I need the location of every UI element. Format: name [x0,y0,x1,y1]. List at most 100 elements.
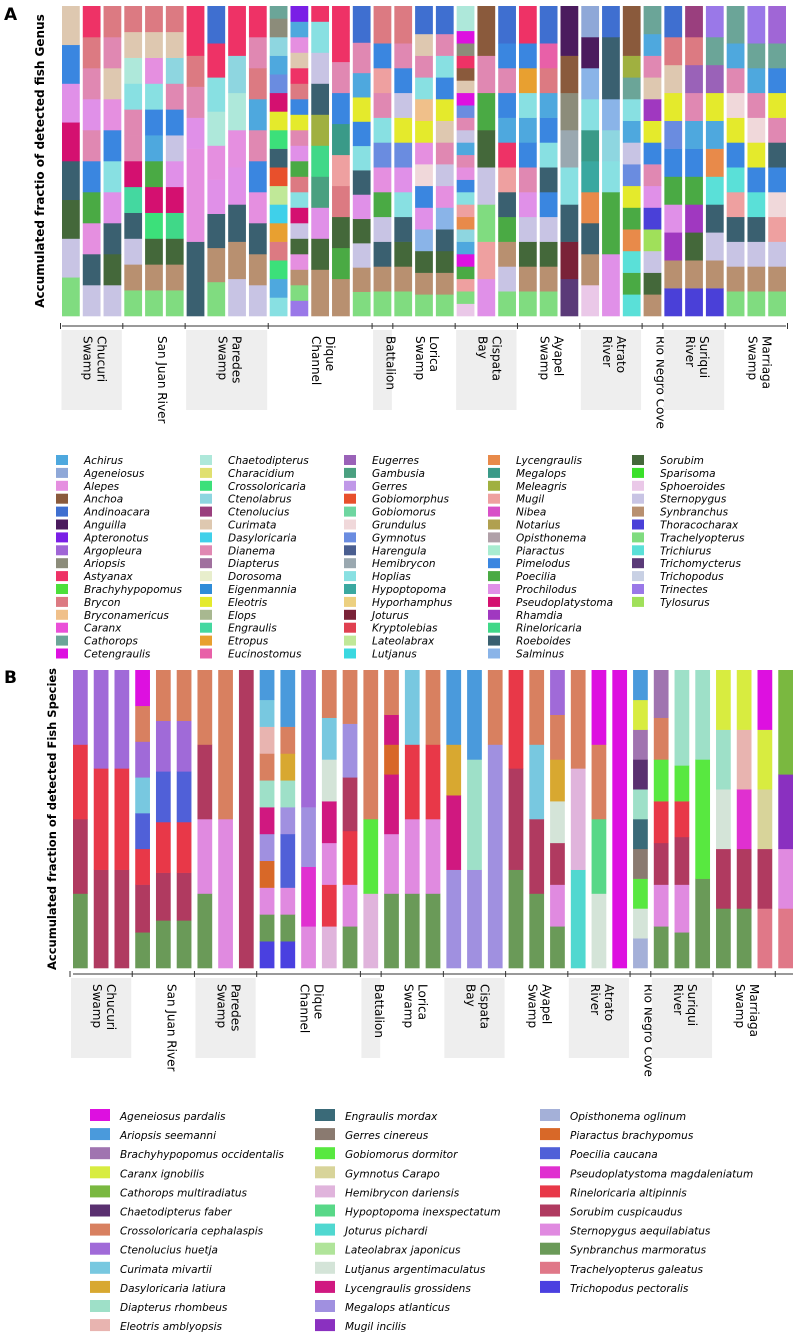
bar-segment-synbranchus-marmoratus [695,878,711,969]
panel-b-legend: Ageneiosus pardalis Ariopsis seemanni Brac… [90,1109,753,1333]
bar-segment-synbranchus [145,264,163,291]
bar-segment-gymnotus [373,142,392,168]
bar-segment-sternopygus [622,142,641,165]
bar-segment-poecilia [145,161,163,188]
bar-segment-trachelyopterus [290,285,309,301]
group-shade-box [195,978,256,1058]
bar-segment-eleotris [290,114,309,131]
bar-segment-achirus [622,120,641,143]
bar-segment-achirus [539,92,558,118]
bar-segment-sternopygus-aequilabiatus [674,884,690,933]
legend-label-rhamdia: Rhamdia [516,610,563,622]
legend-swatch-rineloricaria [488,622,500,633]
bar-segment-piaractus-brachypomus [259,860,275,888]
group-shade-box [663,330,725,410]
bar-segment-rineloricaria-altipinnis [425,744,441,820]
bar-segment-sorubim-cuspicaudus [716,848,731,909]
bar-segment-curimata-mivartii [404,670,420,745]
legend-label-eugerres: Eugerres [372,455,420,467]
bar-segment-sternopygus-aequilabiatus [259,887,275,915]
bar-segment-eleotris [269,111,288,131]
bar-segment-trachelyopterus [394,291,413,317]
legend-label-gobiomorus: Gobiomorus [372,507,436,519]
legend-label-sternopygus: Sternopygus [660,494,727,506]
bar-segment-roeboides [207,213,226,249]
panel-a-site-groups: ChucuriSwamp San Juan River ParedesSwamp Di… [60,323,788,429]
bar-segment-diapterus-rhombeus [716,729,731,790]
bar-segment-ctenolabrus [269,37,288,56]
group-label-line: Swamp [215,984,229,1028]
bar-segment-roeboides [705,204,724,233]
bar-segment-megalops [581,130,600,162]
legend-label-eleotris: Eleotris [228,597,268,609]
group-label-line: Ayapel [552,336,566,376]
bar-segment-brycon [124,6,143,33]
bar-segment-cathorops [705,37,724,66]
group-label-chucuri-swamp: ChucuriSwamp [90,984,118,1030]
legend-label-caranx-ignobilis: Caranx ignobilis [120,1168,205,1180]
group-label-line: Bay [463,984,477,1007]
bar-segment-prochilodus [82,99,101,131]
legend-label-sphoeroides: Sphoeroides [660,481,726,493]
bar-segment-diapterus-rhombeus [695,670,711,760]
bar-segment-sternopygus [705,232,724,261]
bar-segment-sternopygus [726,241,745,267]
legend-label-cathorops-multiradiatus: Cathorops multiradiatus [120,1187,248,1199]
bar-segment-trachelyopterus [498,291,516,317]
group-label-line: Suriqui [697,336,711,378]
legend-swatch-lycengraulis-grossidens [315,1280,335,1293]
legend-label-eucinostomus: Eucinostomus [228,649,302,661]
bar-segment-dianema [394,43,413,69]
bar-segment-synbranchus-marmoratus [674,932,690,969]
bar-segment-brachyhypopomus-occidentalis [653,670,669,718]
bar-segment-sternopygus-aequilabiatus [280,887,296,915]
group-label-line: Chucuri [95,336,109,382]
bar-segment-curimata [290,52,309,69]
legend-swatch-dasyloricaria [200,532,212,543]
group-label-marriaga-swamp: MarriagaSwamp [733,984,761,1037]
bar-segment-synbranchus [207,247,226,283]
bar-segment-astyanax [332,6,350,32]
bar-segment-ageneiosus-pardalis [612,670,628,969]
group-label-suriqui-river: SuriquiRiver [671,984,699,1026]
legend-label-lateolabrax: Lateolabrax [372,636,435,648]
bar-segment-sorubim-cuspicaudus [114,869,130,969]
bar-segment-sorubim [435,250,454,273]
legend-swatch-brachyhypopomus-occidentalis [90,1147,110,1160]
bar-segment-crossoloricaria-cephalaspis [259,753,275,781]
legend-label-brachyhypopomus-occidentalis: Brachyhypopomus occidentalis [120,1149,284,1161]
legend-label-lycengraulis: Lycengraulis [516,455,582,467]
bar-segment-eleotris [768,92,786,118]
bar-segment-synbranchus-marmoratus [259,914,275,942]
legend-swatch-rineloricaria-altipinnis [540,1185,560,1198]
bar-segment-ctenolabrus [228,55,246,94]
bar-segment-synbranchus [664,260,683,289]
bar-segment-roeboides [248,223,267,255]
bar-segment-mugil [332,154,350,187]
legend-label-hoplias: Hoplias [372,571,411,583]
bar-segment-lycengraulis-grossidens [259,807,275,835]
bar-segment-trichiurus [705,176,724,205]
bar-segment-crossoloricaria [269,260,288,280]
bar-segment-cathorops-multiradiatus [778,670,793,775]
bar-segment-dianema [124,109,143,136]
bar-segment-mugil [477,241,496,280]
bar-segment-sorubim-cuspicaudus [197,744,213,820]
bar-segment-pimelodus [394,68,413,94]
group-label-line: Dique [312,984,326,1019]
legend-swatch-prochilodus [488,584,500,594]
legend-label-rineloricaria: Rineloricaria [516,623,582,635]
bar-segment-achirus [643,33,662,56]
bar-segment-cathorops [269,6,288,19]
group-label-line: Ayapel [540,984,554,1024]
bar-segment-sternopygus [747,241,766,267]
bar-segment-synbranchus-marmoratus [342,926,358,969]
legend-label-sternopygus-aequilabiatus: Sternopygus aequilabiatus [570,1226,711,1238]
bar-segment-lutjanus-argentimaculatus [591,893,607,969]
bar-segment-grundulus [747,117,766,143]
bar-segment-poecilia-caucana [280,833,296,888]
legend-label-elops: Elops [228,610,257,622]
legend-swatch-gymnotus [344,532,356,543]
bar-segment-sorubim [394,241,413,267]
bar-segment-hemibrycon [560,130,579,168]
